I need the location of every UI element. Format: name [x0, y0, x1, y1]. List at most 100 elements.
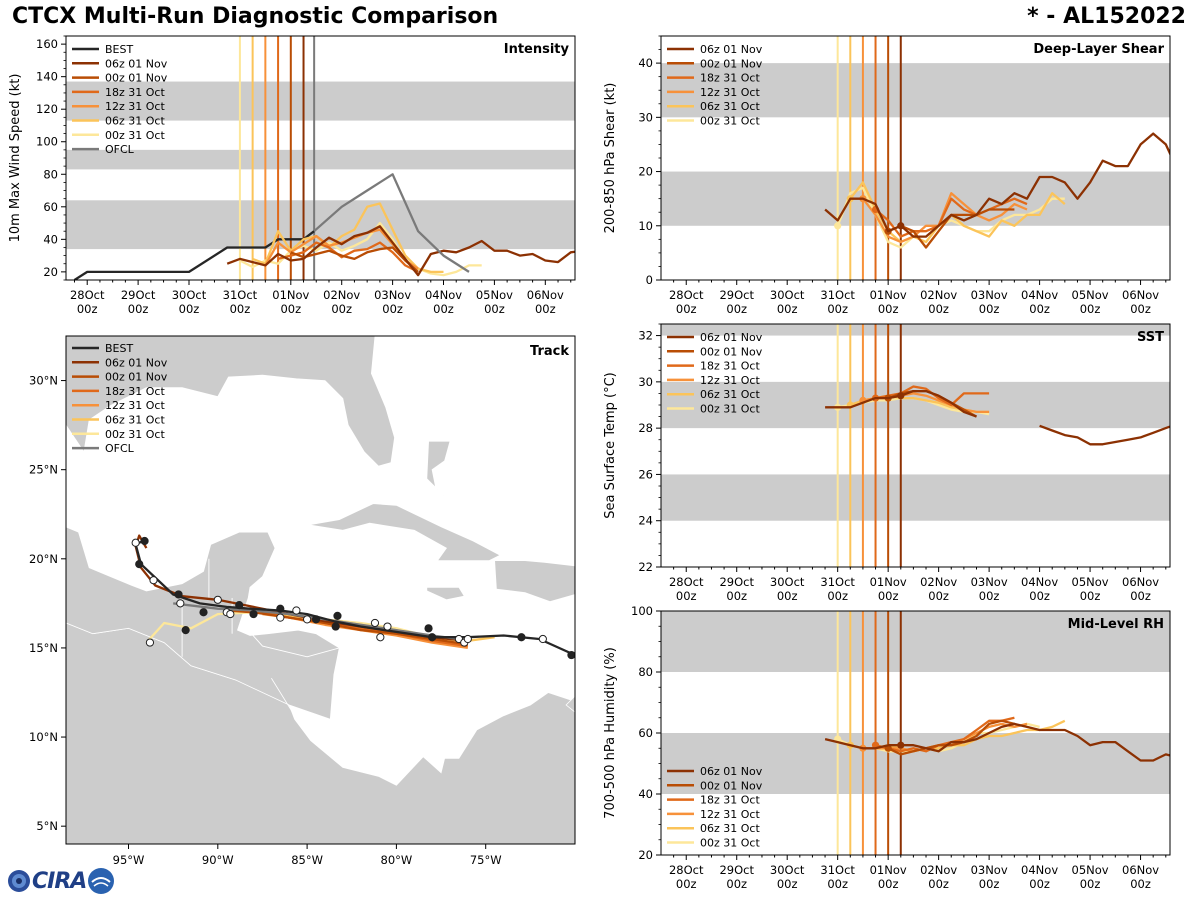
track-marker-filled	[428, 633, 437, 642]
figure-title: CTCX Multi-Run Diagnostic Comparison	[12, 4, 499, 29]
sst-x-ticklabel-date: 03Nov	[971, 575, 1008, 589]
track-marker-open	[463, 634, 472, 644]
sst-y-ticklabel: 32	[638, 329, 653, 343]
track-legend-label-ofcl: OFCL	[105, 442, 135, 455]
land-jamaica	[426, 586, 465, 601]
track-x-ticklabel: 95°W	[113, 853, 145, 867]
shear-x-ticklabel-date: 28Oct	[669, 288, 704, 302]
rh-x-ticklabel-date: 30Oct	[770, 863, 805, 877]
track-legend-label-06z-31-oct: 06z 31 Oct	[105, 414, 165, 427]
intensity-legend-label-06z-31-oct: 06z 31 Oct	[105, 115, 165, 128]
rh-x-ticklabel-date: 28Oct	[669, 863, 704, 877]
track-marker-filled	[276, 604, 285, 613]
rh-y-ticklabel: 80	[638, 665, 653, 679]
sst-x-ticklabel-date: 30Oct	[770, 575, 805, 589]
track-x-ticklabel: 75°W	[470, 853, 502, 867]
shear-x-ticklabel-hour: 00z	[676, 302, 697, 316]
intensity-panel-title: Intensity	[504, 42, 570, 57]
intensity-x-ticklabel-hour: 00z	[128, 302, 149, 316]
sst-x-ticklabel-date: 06Nov	[1122, 575, 1159, 589]
intensity-y-ticklabel: 120	[36, 102, 58, 116]
shear-y-ticklabel: 20	[638, 165, 653, 179]
intensity-x-ticklabel-date: 05Nov	[476, 288, 513, 302]
land-us-gulf-coast	[66, 336, 396, 467]
track-marker-open	[149, 576, 158, 585]
intensity-y-axis-label: 10m Max Wind Speed (kt)	[8, 74, 23, 243]
track-marker-open	[370, 618, 380, 628]
shear-x-ticklabel-hour: 00z	[1130, 302, 1151, 316]
sst-y-ticklabel: 22	[638, 560, 653, 574]
track-legend-label-18z-31-oct: 18z 31 Oct	[105, 385, 165, 398]
intensity-legend-label-18z-31-oct: 18z 31 Oct	[105, 86, 165, 99]
intensity-x-ticklabel-hour: 00z	[535, 302, 556, 316]
land-aruba-coast	[565, 695, 575, 713]
track-panel-title: Track	[530, 344, 569, 359]
rh-legend-label-06z-01-nov: 06z 01 Nov	[700, 765, 763, 778]
track-marker-open	[292, 606, 301, 615]
sst-band-0	[661, 474, 1170, 521]
sst-band-2	[661, 324, 1170, 336]
sst-legend-label-06z-31-oct: 06z 31 Oct	[700, 388, 760, 401]
shear-x-ticklabel-hour: 00z	[827, 302, 848, 316]
rh-x-ticklabel-hour: 00z	[979, 877, 1000, 891]
shear-band-0	[661, 171, 1170, 226]
rh-legend-label-12z-31-oct: 12z 31 Oct	[700, 808, 760, 821]
sst-x-ticklabel-hour: 00z	[979, 589, 1000, 603]
rh-x-ticklabel-date: 06Nov	[1122, 863, 1159, 877]
sst-plot-area	[661, 324, 1170, 567]
intensity-x-ticklabel-hour: 00z	[280, 302, 301, 316]
intensity-series-06z-01-nov	[226, 225, 575, 277]
intensity-x-ticklabel-hour: 00z	[331, 302, 352, 316]
rh-init-dot-06z-01-nov	[897, 741, 905, 749]
rh-x-ticklabel-hour: 00z	[878, 877, 899, 891]
shear-x-ticklabel-date: 04Nov	[1021, 288, 1058, 302]
rh-y-axis-label: 700-500 hPa Humidity (%)	[603, 647, 618, 819]
sst-x-ticklabel-hour: 00z	[928, 589, 949, 603]
rh-x-ticklabel-hour: 00z	[928, 877, 949, 891]
rh-x-ticklabel-date: 02Nov	[920, 863, 957, 877]
shear-legend-label-00z-31-oct: 00z 31 Oct	[700, 115, 760, 128]
sst-x-ticklabel-hour: 00z	[1080, 589, 1101, 603]
shear-x-ticklabel-hour: 00z	[1029, 302, 1050, 316]
track-frame	[65, 335, 576, 845]
shear-series-06z-01-nov	[824, 132, 1170, 238]
track-legend-label-06z-01-nov: 06z 01 Nov	[105, 356, 168, 369]
intensity-legend-label-00z-31-oct: 00z 31 Oct	[105, 129, 165, 142]
track-marker-filled	[567, 650, 575, 660]
rh-band-0	[661, 733, 1170, 794]
intensity-series-00z-01-nov	[290, 246, 419, 273]
shear-y-ticklabel: 10	[638, 219, 653, 233]
track-marker-open	[145, 638, 155, 647]
sst-x-ticklabel-hour: 00z	[878, 589, 899, 603]
sst-band-1	[661, 381, 1170, 429]
track-marker-filled	[249, 609, 258, 619]
sst-y-ticklabel: 26	[638, 467, 653, 481]
shear-x-ticklabel-hour: 00z	[878, 302, 899, 316]
sst-x-ticklabel-date: 01Nov	[870, 575, 907, 589]
intensity-x-ticklabel-hour: 00z	[77, 302, 98, 316]
sst-x-ticklabel-hour: 00z	[726, 589, 747, 603]
sst-panel-title: SST	[1137, 330, 1164, 345]
sst-legend-label-06z-01-nov: 06z 01 Nov	[700, 331, 763, 344]
intensity-legend-label-00z-01-nov: 00z 01 Nov	[105, 72, 168, 85]
track-legend-label-best: BEST	[105, 342, 133, 355]
intensity-x-ticklabel-date: 06Nov	[527, 288, 564, 302]
shear-x-ticklabel-hour: 00z	[979, 302, 1000, 316]
map-border-3	[247, 629, 340, 658]
sst-panel: 28Oct00z29Oct00z30Oct00z31Oct00z01Nov00z…	[603, 323, 1171, 603]
land-cuba	[308, 503, 501, 561]
sst-init-dot-06z-01-nov	[897, 392, 905, 400]
sst-y-axis-label: Sea Surface Temp (°C)	[603, 372, 618, 519]
track-marker-open	[226, 609, 235, 619]
storm-id: * - AL152022	[1027, 4, 1186, 29]
track-y-ticklabel: 30°N	[29, 374, 58, 388]
shear-legend-label-06z-31-oct: 06z 31 Oct	[700, 100, 760, 113]
shear-x-ticklabel-date: 29Oct	[719, 288, 754, 302]
shear-band-1	[661, 63, 1170, 118]
cira-seal-icon	[88, 868, 115, 894]
rh-x-ticklabel-date: 04Nov	[1021, 863, 1058, 877]
track-marker-filled	[199, 608, 208, 617]
rh-panel-title: Mid-Level RH	[1068, 617, 1164, 632]
intensity-x-ticklabel-date: 01Nov	[272, 288, 309, 302]
